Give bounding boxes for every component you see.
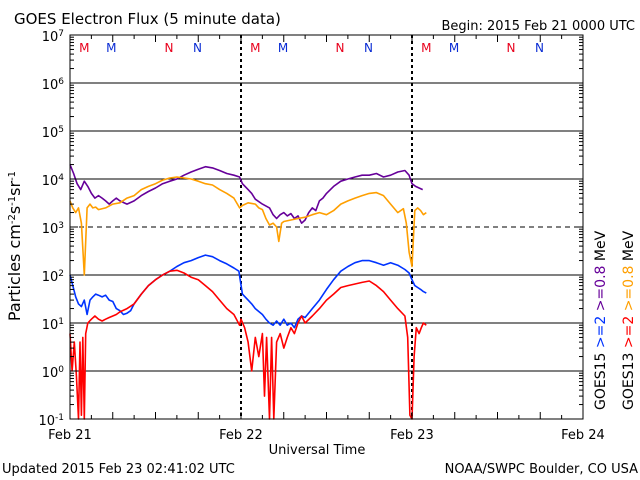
x-tick-label: Feb 22 (219, 428, 263, 443)
plot-frame (69, 34, 584, 420)
y-tick-label: 104 (42, 173, 65, 189)
legend-entry: GOES15 (593, 353, 609, 410)
satellite-marker: M (421, 41, 431, 55)
series-line (69, 254, 427, 329)
satellite-marker: M (449, 41, 459, 55)
satellite-marker: N (535, 41, 544, 55)
series-line (69, 164, 424, 224)
x-axis-label: Universal Time (269, 443, 366, 458)
satellite-marker: N (193, 41, 202, 55)
satellite-marker: M (79, 41, 89, 55)
x-tick-label: Feb 21 (48, 428, 92, 443)
legend-entry: >=0.8 (621, 266, 637, 316)
y-tick-label: 101 (42, 317, 64, 333)
legend-entry: MeV (593, 230, 609, 265)
y-tick-label: 103 (42, 221, 64, 237)
series-line (69, 176, 427, 276)
satellite-marker: M (250, 41, 260, 55)
satellite-marker: N (364, 41, 373, 55)
x-tick-label: Feb 23 (390, 428, 434, 443)
y-tick-label: 100 (42, 365, 65, 381)
source-credit: NOAA/SWPC Boulder, CO USA (445, 462, 638, 477)
y-tick-label: 107 (42, 29, 64, 45)
legend-entry: MeV (621, 230, 637, 265)
y-tick-label: 102 (42, 269, 64, 285)
legend-entry: GOES13 (621, 353, 637, 410)
legend-goes13: GOES13 >=2 >=0.8 MeV (621, 230, 637, 410)
series-line (69, 269, 427, 420)
y-tick-label: 105 (42, 125, 64, 141)
legend-goes15: GOES15 >=2 >=0.8 MeV (593, 230, 609, 410)
y-tick-label: 106 (42, 77, 65, 93)
updated-time: Updated 2015 Feb 23 02:41:02 UTC (2, 462, 235, 477)
legend-entry: >=0.8 (593, 266, 609, 316)
satellite-marker: N (336, 41, 345, 55)
legend-entry: >=2 (593, 316, 609, 353)
y-axis-label: Particles cm-2s-1sr-1 (5, 171, 24, 321)
satellite-marker: M (106, 41, 116, 55)
y-tick-label: 10-1 (38, 413, 64, 429)
satellite-marker: N (507, 41, 516, 55)
satellite-marker: N (165, 41, 174, 55)
satellite-marker: M (278, 41, 288, 55)
begin-time: Begin: 2015 Feb 21 0000 UTC (441, 19, 635, 34)
chart-title: GOES Electron Flux (5 minute data) (14, 10, 281, 28)
x-tick-label: Feb 24 (561, 428, 605, 443)
legend-entry: >=2 (621, 316, 637, 353)
